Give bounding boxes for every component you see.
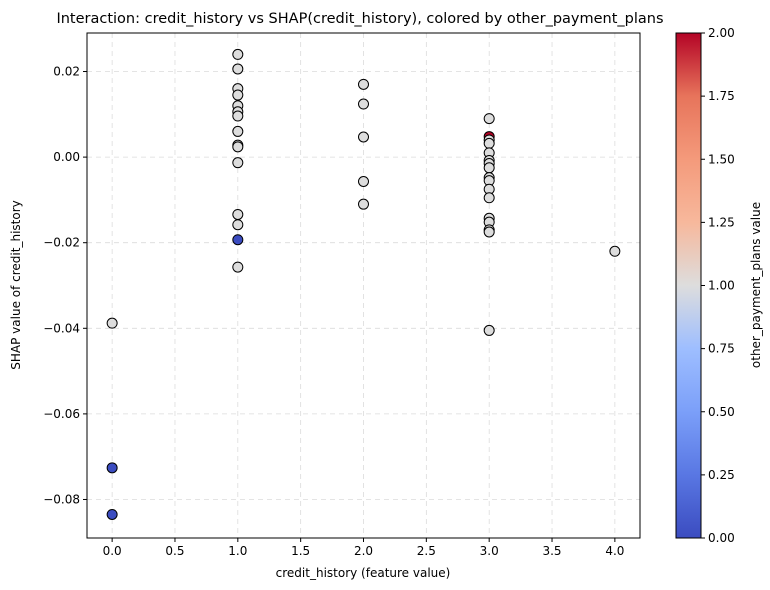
x-tick-label: 0.5 [165, 544, 184, 558]
colorbar-tick-label: 0.00 [708, 531, 735, 545]
y-tick-label: −0.04 [43, 321, 80, 335]
data-point [358, 198, 369, 210]
y-tick-label: 0.00 [53, 150, 80, 164]
colorbar-tick-label: 0.25 [708, 468, 735, 482]
x-axis-ticks: 0.0 0.5 1.0 1.5 2.0 2.5 3.0 3.5 4.0 [103, 538, 624, 558]
data-point [483, 324, 495, 336]
x-tick-label: 1.0 [228, 544, 247, 558]
y-tick-label: −0.02 [43, 236, 80, 250]
data-point [106, 508, 118, 520]
data-point [232, 89, 244, 101]
x-tick-label: 3.0 [480, 544, 499, 558]
data-point [232, 219, 244, 231]
colorbar-tick-label: 0.50 [708, 405, 735, 419]
data-point [232, 63, 244, 75]
data-point [358, 176, 369, 188]
data-points [106, 48, 621, 520]
x-tick-label: 1.5 [291, 544, 310, 558]
data-point [232, 234, 244, 246]
colorbar-tick-label: 2.00 [708, 26, 735, 40]
data-point [609, 245, 621, 257]
x-tick-label: 4.0 [605, 544, 624, 558]
data-point [232, 157, 244, 169]
x-tick-label: 2.5 [417, 544, 436, 558]
data-point [232, 208, 244, 220]
colorbar-tick-label: 1.25 [708, 215, 735, 229]
data-point [358, 98, 369, 110]
colorbar-tick-label: 1.50 [708, 152, 735, 166]
colorbar-tick-label: 0.75 [708, 342, 735, 356]
colorbar [675, 32, 702, 539]
colorbar-label: other_payment_plans value [749, 202, 763, 368]
data-point [483, 226, 495, 238]
grid [87, 33, 640, 538]
y-tick-label: −0.06 [43, 407, 80, 421]
colorbar-tick-label: 1.75 [708, 89, 735, 103]
colorbar-ticks: 0.00 0.25 0.50 0.75 1.00 1.25 1.50 1.75 2.00 [701, 26, 735, 545]
data-point [483, 113, 495, 125]
data-point [106, 317, 118, 329]
data-point [232, 125, 244, 137]
data-point [358, 78, 369, 90]
x-tick-label: 0.0 [103, 544, 122, 558]
data-point [483, 137, 495, 149]
data-point [232, 48, 244, 60]
colorbar-tick-label: 1.00 [708, 279, 735, 293]
data-point [483, 162, 495, 174]
x-tick-label: 3.5 [542, 544, 561, 558]
y-tick-label: −0.08 [43, 492, 80, 506]
data-point [483, 192, 495, 204]
y-axis-ticks: −0.08 −0.06 −0.04 −0.02 0.00 0.02 [43, 65, 87, 506]
x-axis-label: credit_history (feature value) [276, 566, 451, 580]
y-tick-label: 0.02 [53, 65, 80, 79]
y-axis-label: SHAP value of credit_history [9, 200, 23, 369]
x-tick-label: 2.0 [354, 544, 373, 558]
data-point [232, 141, 244, 153]
data-point [232, 261, 244, 273]
chart-title: Interaction: credit_history vs SHAP(cred… [56, 11, 663, 27]
data-point [232, 110, 244, 122]
data-point [358, 131, 369, 143]
data-point [106, 462, 118, 474]
